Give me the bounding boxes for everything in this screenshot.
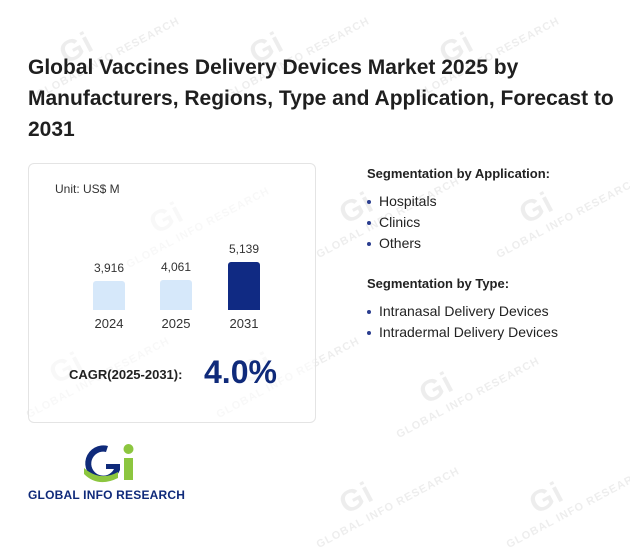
type-list: Intranasal Delivery Devices Intradermal … — [367, 301, 558, 343]
x-tick-label: 2025 — [161, 316, 191, 331]
logo-text: GLOBAL INFO RESEARCH — [28, 488, 186, 502]
data-label: 5,139 — [228, 242, 260, 256]
segmentation-application: Segmentation by Application: Hospitals C… — [367, 166, 550, 254]
list-item: Intranasal Delivery Devices — [367, 301, 558, 322]
company-logo: GLOBAL INFO RESEARCH — [28, 438, 218, 508]
bar-2031 — [228, 262, 260, 310]
segmentation-type: Segmentation by Type: Intranasal Deliver… — [367, 276, 558, 343]
unit-label: Unit: US$ M — [55, 182, 120, 196]
x-tick-label: 2024 — [94, 316, 124, 331]
x-tick-label: 2031 — [229, 316, 259, 331]
market-size-card: Unit: US$ M 3,916 2024 4,061 2025 5,139 2031 … — [28, 163, 316, 423]
data-label: 3,916 — [93, 261, 125, 275]
page-title: Global Vaccines Delivery Devices Market … — [28, 56, 614, 141]
list-item: Clinics — [367, 212, 550, 233]
bar-2025 — [160, 280, 192, 310]
cagr-value: 4.0% — [204, 354, 277, 390]
segmentation-application-title: Segmentation by Application: — [367, 166, 550, 181]
segmentation-type-title: Segmentation by Type: — [367, 276, 510, 291]
cagr-label: CAGR(2025-2031): — [69, 367, 183, 382]
list-item: Hospitals — [367, 191, 550, 212]
application-list: Hospitals Clinics Others — [367, 191, 550, 254]
list-item: Intradermal Delivery Devices — [367, 322, 558, 343]
gi-logo-icon — [84, 444, 134, 483]
list-item: Others — [367, 233, 550, 254]
data-label: 4,061 — [160, 260, 192, 274]
bar-2024 — [93, 281, 125, 310]
